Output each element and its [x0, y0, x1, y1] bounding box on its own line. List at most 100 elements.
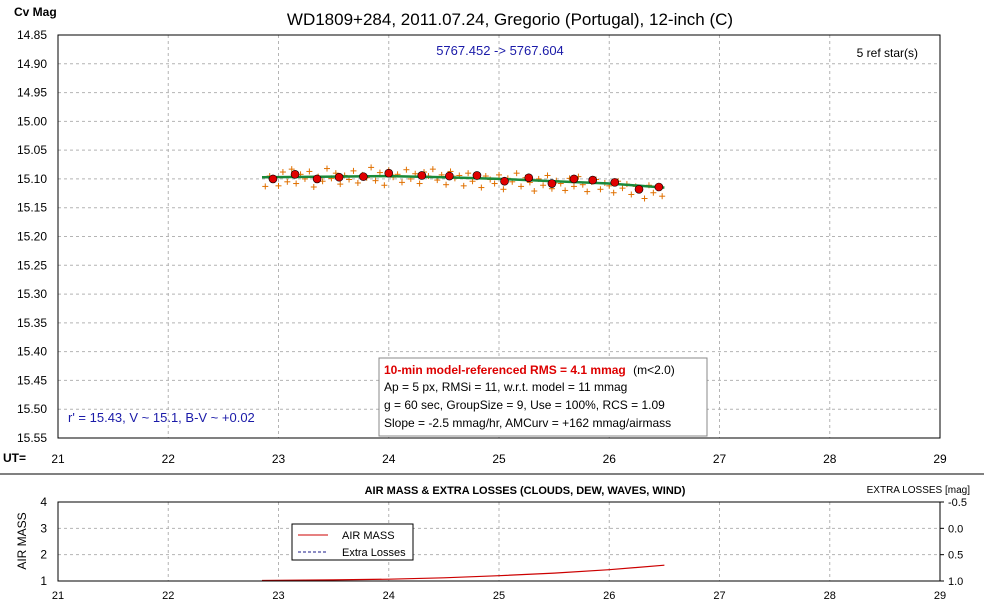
- airmass-x-tick-label: 25: [493, 590, 505, 602]
- airmass-y-tick-label: 1: [40, 574, 47, 588]
- raw-data-point: [293, 180, 300, 187]
- averaged-data-point: [384, 168, 394, 178]
- raw-data-point: [350, 167, 357, 174]
- airmass-x-ticks: 21 22 23 24 25 26 27 28 29: [52, 590, 946, 602]
- stats-rms: 10-min model-referenced RMS = 4.1 mmag: [384, 363, 626, 377]
- raw-data-point: [562, 187, 569, 194]
- raw-data-point: [597, 186, 604, 193]
- main-y-tick-label: 15.25: [17, 258, 47, 272]
- averaged-data-point: [312, 174, 322, 184]
- star-info: r' = 15.43, V ~ 15.1, B-V ~ +0.02: [68, 410, 255, 425]
- legend-airmass-label: AIR MASS: [342, 530, 395, 542]
- raw-data-point: [372, 177, 379, 184]
- airmass-line: [261, 564, 665, 582]
- main-plot-frame: [57, 34, 941, 439]
- averaged-data-point: [334, 172, 344, 182]
- ref-stars-label: 5 ref star(s): [857, 46, 918, 60]
- airmass-plot-frame: [57, 501, 941, 582]
- averaged-data-point: [500, 176, 509, 186]
- airmass-y-tick-label: 4: [40, 495, 47, 509]
- extra-losses-y-ticks: -0.5 0.0 0.5 1.0: [940, 497, 967, 588]
- x-axis-label: UT=: [3, 451, 26, 465]
- averaged-data-point: [472, 171, 482, 180]
- raw-data-point: [306, 168, 313, 175]
- raw-data-point: [381, 182, 388, 189]
- main-x-ticks: 21 22 23 24 25 26 27 28 29: [51, 452, 947, 466]
- stats-line-2: Ap = 5 px, RMSi = 11, w.r.t. model = 11 …: [384, 380, 627, 394]
- main-x-tick-label: 23: [272, 452, 286, 466]
- y-axis-label: Cv Mag: [14, 5, 57, 19]
- main-series: [261, 164, 666, 202]
- airmass-x-tick-label: 28: [824, 590, 836, 602]
- airmass-y-ticks: 1 2 3 4: [40, 495, 47, 588]
- stats-rms-row: 10-min model-referenced RMS = 4.1 mmag (…: [384, 363, 675, 377]
- airmass-title: AIR MASS & EXTRA LOSSES (CLOUDS, DEW, WA…: [365, 485, 686, 497]
- main-y-tick-label: 14.95: [17, 86, 47, 100]
- extra-losses-y-tick-label: 0.5: [948, 550, 963, 562]
- raw-data-point: [262, 183, 269, 190]
- stats-line-3: g = 60 sec, GroupSize = 9, Use = 100%, R…: [384, 398, 665, 412]
- main-y-tick-label: 15.45: [17, 373, 47, 387]
- raw-data-point: [610, 189, 617, 196]
- main-y-tick-label: 15.00: [17, 114, 47, 128]
- airmass-grid: [58, 502, 940, 581]
- date-range: 5767.452 -> 5767.604: [436, 43, 564, 58]
- main-y-tick-label: 14.90: [17, 57, 47, 71]
- airmass-x-tick-label: 23: [272, 590, 284, 602]
- airmass-axis-label: AIR MASS: [15, 512, 29, 569]
- main-y-tick-label: 14.85: [17, 28, 47, 42]
- airmass-x-tick-label: 29: [934, 590, 946, 602]
- raw-data-point: [513, 170, 520, 177]
- raw-data-point: [354, 179, 361, 186]
- stats-box-frame: [378, 357, 708, 437]
- chart-title: WD1809+284, 2011.07.24, Gregorio (Portug…: [287, 10, 733, 29]
- raw-data-point: [619, 185, 626, 192]
- raw-data-point: [544, 172, 551, 179]
- extra-losses-y-tick-label: 1.0: [948, 576, 963, 588]
- raw-data-point: [284, 178, 291, 185]
- main-y-tick-label: 15.10: [17, 172, 47, 186]
- raw-data-point: [398, 179, 405, 186]
- airmass-series: [261, 564, 665, 582]
- averaged-data-point: [610, 178, 620, 187]
- raw-data-point: [337, 181, 344, 188]
- raw-data-point: [368, 164, 375, 171]
- main-x-tick-label: 27: [713, 452, 727, 466]
- main-y-tick-label: 15.15: [17, 201, 47, 215]
- stats-rms-note: (m<2.0): [633, 363, 675, 377]
- main-y-tick-label: 15.05: [17, 143, 47, 157]
- main-x-tick-label: 26: [603, 452, 617, 466]
- main-y-ticks: 14.85 14.90 14.95 15.00 15.05 15.10 15.15 15.20…: [17, 28, 47, 445]
- airmass-x-tick-label: 26: [603, 590, 615, 602]
- raw-data-point: [443, 181, 450, 188]
- airmass-x-tick-label: 27: [713, 590, 725, 602]
- main-x-tick-label: 21: [51, 452, 65, 466]
- main-x-tick-label: 28: [823, 452, 837, 466]
- main-x-tick-label: 24: [382, 452, 396, 466]
- averaged-data-point: [359, 172, 368, 181]
- raw-data-point: [531, 188, 538, 195]
- raw-data-point: [540, 182, 547, 189]
- raw-data-point: [376, 169, 383, 176]
- raw-data-point: [460, 182, 467, 189]
- averaged-data-point: [417, 171, 427, 180]
- raw-data-point: [478, 184, 485, 191]
- raw-data-point: [641, 195, 648, 202]
- extra-losses-title: EXTRA LOSSES [mag]: [867, 485, 971, 496]
- raw-data-point: [416, 180, 423, 187]
- raw-data-point: [570, 183, 577, 190]
- averaged-data-point: [569, 174, 579, 184]
- airmass-x-tick-label: 22: [162, 590, 174, 602]
- main-y-tick-label: 15.30: [17, 287, 47, 301]
- extra-losses-y-tick-label: 0.0: [948, 523, 963, 535]
- averaged-data-point: [547, 179, 557, 188]
- raw-data-point: [659, 193, 666, 200]
- legend-frame: [291, 523, 414, 561]
- raw-data-point: [584, 188, 591, 195]
- legend-extra-losses-label: Extra Losses: [342, 547, 406, 559]
- main-y-tick-label: 15.20: [17, 230, 47, 244]
- main-x-tick-label: 22: [162, 452, 176, 466]
- raw-data-point: [518, 183, 525, 190]
- raw-data-point: [310, 183, 317, 190]
